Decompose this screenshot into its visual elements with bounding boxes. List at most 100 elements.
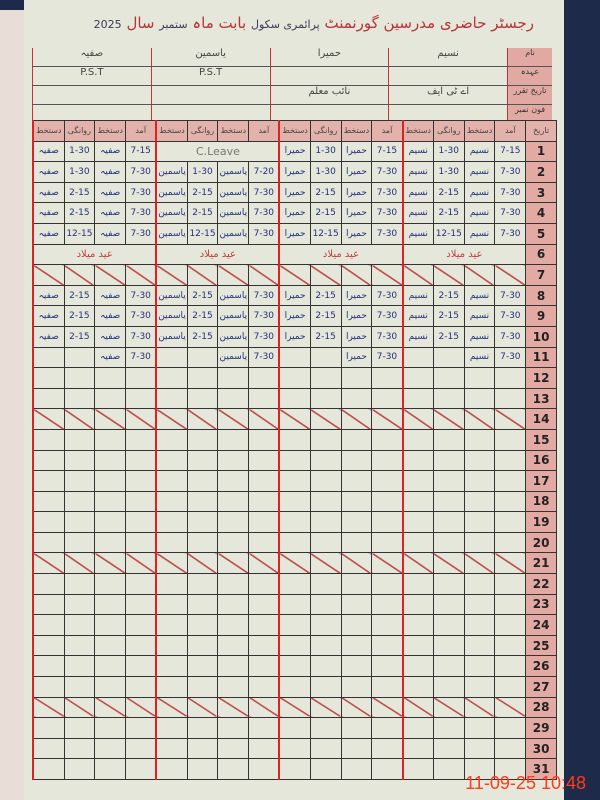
arrival-time-cell	[494, 676, 527, 698]
camera-timestamp: 11-09-25 10:48	[465, 773, 586, 793]
title-text: رجسٹر حاضری مدرسین گورنمنٹ	[324, 14, 534, 32]
arrival-signature-cell: نسیم	[463, 202, 496, 224]
arrival-signature-cell	[217, 428, 250, 451]
arrival-signature-cell: حمیرا	[340, 202, 373, 224]
departure-time-cell: 2-15	[309, 305, 342, 327]
month-label: بابت ماہ	[192, 14, 247, 32]
date-cell: 10	[525, 325, 557, 348]
arrival-signature-cell	[340, 717, 373, 739]
arrival-signature-cell	[217, 573, 250, 595]
arrival-time-cell	[371, 449, 404, 472]
arrival-time-cell: 7-30	[125, 284, 157, 307]
arrival-time-cell	[125, 511, 157, 533]
departure-signature-cell	[278, 449, 311, 472]
arrival-time-cell: 7-15	[494, 140, 527, 163]
info-label: نام	[507, 48, 552, 66]
departure-signature-cell	[401, 614, 434, 636]
departure-time-cell	[432, 696, 465, 719]
arrival-time-cell: 7-30	[371, 305, 404, 327]
teacher-name: نسیم	[388, 48, 507, 66]
date-cell: 11	[525, 346, 557, 369]
arrival-signature-cell	[217, 408, 250, 430]
arrival-signature-cell	[340, 408, 373, 430]
arrival-time-cell: 7-30	[248, 305, 280, 327]
departure-signature-cell	[155, 449, 188, 472]
arrival-time-cell	[494, 717, 527, 739]
departure-time-cell	[309, 408, 342, 430]
arrival-signature-cell: یاسمین	[217, 284, 250, 307]
departure-signature-cell: صفیہ	[32, 222, 65, 245]
departure-time-cell: 2-15	[63, 181, 96, 204]
departure-signature-cell: صفیہ	[32, 325, 65, 348]
arrival-signature-cell	[217, 696, 250, 719]
arrival-time-cell: 7-30	[248, 222, 280, 245]
table-row: 15	[32, 428, 557, 451]
departure-signature-cell: یاسمین	[155, 284, 188, 307]
departure-time-cell	[186, 676, 219, 698]
table-row: 23	[32, 593, 557, 616]
date-cell: 22	[525, 573, 557, 595]
arrival-time-cell	[371, 552, 404, 575]
arrival-time-cell	[125, 387, 157, 410]
arrival-time-cell	[248, 634, 280, 657]
teacher-qualification: اے ٹی ایف	[388, 86, 507, 104]
arrival-time-cell	[494, 264, 527, 286]
arrival-signature-cell: حمیرا	[340, 222, 373, 245]
departure-time-cell	[63, 634, 96, 657]
arrival-time-cell: 7-30	[248, 346, 280, 369]
school-name: پرائمری سکول	[250, 18, 320, 31]
departure-time-cell: 2-15	[432, 181, 465, 204]
column-header: آمد	[371, 120, 404, 142]
table-row: 18	[32, 490, 557, 513]
arrival-time-cell	[125, 717, 157, 739]
arrival-signature-cell	[340, 676, 373, 698]
departure-time-cell	[309, 593, 342, 616]
arrival-time-cell	[248, 758, 280, 780]
departure-signature-cell	[32, 367, 65, 389]
arrival-signature-cell	[463, 264, 496, 286]
departure-time-cell	[63, 676, 96, 698]
arrival-signature-cell	[463, 552, 496, 575]
departure-time-cell	[432, 490, 465, 513]
arrival-time-cell: 7-30	[125, 181, 157, 204]
arrival-time-cell: 7-30	[125, 305, 157, 327]
date-header: تاریخ	[525, 120, 557, 142]
arrival-time-cell	[371, 593, 404, 616]
arrival-time-cell	[248, 655, 280, 678]
arrival-time-cell: 7-30	[371, 161, 404, 183]
arrival-signature-cell: نسیم	[463, 222, 496, 245]
departure-time-cell	[186, 758, 219, 780]
arrival-signature-cell	[217, 593, 250, 616]
teacher-name: یاسمین	[150, 48, 270, 66]
date-cell: 19	[525, 511, 557, 533]
arrival-time-cell	[248, 531, 280, 554]
arrival-time-cell: 7-30	[371, 202, 404, 224]
arrival-time-cell: 7-15	[125, 140, 157, 163]
departure-signature-cell	[155, 428, 188, 451]
arrival-signature-cell	[94, 676, 127, 698]
departure-time-cell	[186, 511, 219, 533]
column-header: آمد	[494, 120, 527, 142]
arrival-signature-cell	[463, 428, 496, 451]
arrival-time-cell	[371, 490, 404, 513]
arrival-signature-cell: نسیم	[463, 346, 496, 369]
arrival-signature-cell: حمیرا	[340, 305, 373, 327]
departure-time-cell	[432, 264, 465, 286]
arrival-time-cell: 7-30	[125, 161, 157, 183]
departure-time-cell	[186, 367, 219, 389]
departure-signature-cell	[32, 737, 65, 760]
departure-signature-cell	[401, 634, 434, 657]
year-value: 2025	[93, 18, 122, 31]
departure-time-cell: 12-15	[309, 222, 342, 245]
departure-time-cell	[309, 717, 342, 739]
date-cell: 3	[525, 181, 557, 204]
arrival-signature-cell	[463, 470, 496, 492]
departure-time-cell	[63, 264, 96, 286]
departure-time-cell	[432, 428, 465, 451]
arrival-signature-cell	[217, 614, 250, 636]
departure-signature-cell	[155, 573, 188, 595]
departure-time-cell: 2-15	[432, 305, 465, 327]
arrival-signature-cell	[94, 367, 127, 389]
departure-time-cell	[309, 367, 342, 389]
arrival-time-cell	[248, 696, 280, 719]
